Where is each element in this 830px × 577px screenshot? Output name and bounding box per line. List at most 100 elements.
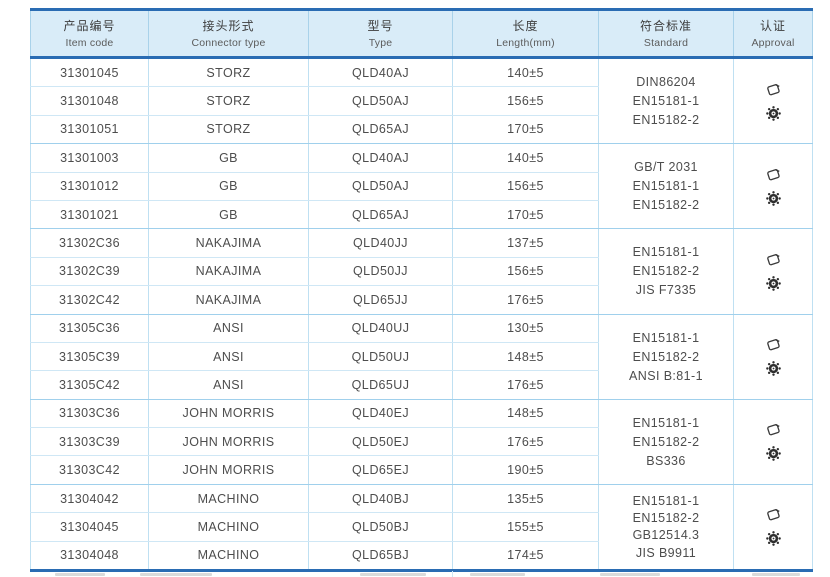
cell-item-code: 31305C42 — [30, 370, 149, 400]
header-en: Connector type — [191, 37, 266, 49]
table-row: 31302C42 NAKAJIMA QLD65JJ 176±5 — [30, 285, 813, 315]
cell-item-code: 31301012 — [30, 172, 149, 201]
wheelmark-seal-icon — [765, 446, 781, 462]
cell-item-code: 31304045 — [30, 512, 149, 542]
header-zh: 产品编号 — [63, 19, 116, 33]
cell-length: 190±5 — [452, 455, 599, 485]
standard-line: EN15182-2 — [632, 198, 700, 213]
cell-connector-type: MACHINO — [148, 512, 309, 542]
header-en: Standard — [643, 37, 689, 49]
col-header-type: 型号 Type — [308, 8, 453, 59]
table-row: 31303C36 JOHN MORRIS QLD40EJ 148±5 EN151… — [30, 399, 813, 485]
cell-type: QLD65BJ — [308, 541, 453, 572]
table-row: 31305C39 ANSI QLD50UJ 148±5 — [30, 342, 813, 372]
cell-length: 170±5 — [452, 115, 599, 145]
standard-line: EN15181-1 — [632, 415, 700, 430]
cell-type: QLD50BJ — [308, 512, 453, 542]
cell-length: 156±5 — [452, 172, 599, 201]
wheelmark-seal-icon — [765, 190, 781, 206]
cropped-row-fragment — [752, 573, 800, 576]
cell-connector-type: STORZ — [148, 115, 309, 145]
standard-line: ANSI B:81-1 — [629, 368, 703, 383]
cell-type: QLD50AJ — [308, 86, 453, 116]
cell-length: 155±5 — [452, 512, 599, 542]
cell-length: 148±5 — [452, 342, 599, 372]
standard-line: EN15182-2 — [632, 113, 700, 128]
header-en: Length(mm) — [496, 37, 555, 49]
cell-type: QLD65AJ — [308, 115, 453, 145]
cell-item-code: 31302C36 — [30, 228, 149, 258]
header-en: Approval — [751, 37, 795, 49]
wheelmark-seal-icon — [765, 276, 781, 291]
cell-length: 140±5 — [452, 57, 599, 88]
cell-item-code: 31301003 — [30, 143, 149, 173]
product-spec-table: 产品编号 Item code 接头形式 Connector type 型号 Ty… — [30, 8, 813, 573]
approval-stamp-icon — [765, 422, 782, 437]
approval-stamp-icon — [765, 507, 782, 522]
approval-stamp-icon — [765, 337, 782, 352]
cell-item-code: 31304048 — [30, 541, 149, 572]
table-row: 31302C39 NAKAJIMA QLD50JJ 156±5 — [30, 257, 813, 287]
cell-length: 176±5 — [452, 370, 599, 400]
cell-approval — [733, 484, 813, 572]
cell-standard: EN15181-1 EN15182-2 JIS F7335 — [598, 228, 734, 315]
cell-connector-type: NAKAJIMA — [148, 257, 309, 287]
cell-connector-type: JOHN MORRIS — [148, 399, 309, 429]
wheelmark-seal-icon — [765, 361, 781, 376]
cropped-row-fragment — [55, 573, 105, 576]
cell-item-code: 31305C36 — [30, 314, 149, 343]
table-row: 31301012 GB QLD50AJ 156±5 — [30, 172, 813, 201]
cropped-row-fragment — [600, 573, 660, 576]
cell-connector-type: STORZ — [148, 57, 309, 88]
cell-item-code: 31303C36 — [30, 399, 149, 429]
cell-standard: GB/T 2031 EN15181-1 EN15182-2 — [598, 143, 734, 230]
cropped-row-fragment — [470, 573, 525, 576]
cell-type: QLD40EJ — [308, 399, 453, 429]
standard-line: BS336 — [646, 453, 686, 468]
cell-connector-type: GB — [148, 172, 309, 201]
cell-length: 176±5 — [452, 285, 599, 315]
standard-line: EN15181-1 — [632, 330, 700, 345]
cell-connector-type: GB — [148, 143, 309, 173]
table-row: 31301045 STORZ QLD40AJ 140±5 DIN86204 EN… — [30, 57, 813, 145]
cell-standard: EN15181-1 EN15182-2 BS336 — [598, 399, 734, 485]
standard-line: DIN86204 — [636, 75, 696, 90]
wheelmark-seal-icon — [765, 105, 781, 121]
table-row: 31304042 MACHINO QLD40BJ 135±5 EN15181-1… — [30, 484, 813, 572]
table-row: 31305C36 ANSI QLD40UJ 130±5 EN15181-1 EN… — [30, 314, 813, 400]
col-header-standard: 符合标准 Standard — [598, 8, 734, 59]
standard-line: EN15181-1 — [632, 179, 700, 194]
cell-item-code: 31301048 — [30, 86, 149, 116]
table-row: 31301048 STORZ QLD50AJ 156±5 — [30, 86, 813, 116]
cell-length: 156±5 — [452, 257, 599, 287]
standard-line: EN15182-2 — [632, 349, 700, 364]
standard-line: EN15181-1 — [632, 94, 700, 109]
cropped-row-fragment — [140, 573, 212, 576]
cell-type: QLD65AJ — [308, 200, 453, 230]
table-row: 31301051 STORZ QLD65AJ 170±5 — [30, 115, 813, 145]
table-row: 31301021 GB QLD65AJ 170±5 — [30, 200, 813, 230]
cell-type: QLD40UJ — [308, 314, 453, 343]
standard-line: EN15182-2 — [632, 434, 700, 449]
cell-item-code: 31302C42 — [30, 285, 149, 315]
cell-type: QLD50AJ — [308, 172, 453, 201]
cell-length: 170±5 — [452, 200, 599, 230]
cell-length: 176±5 — [452, 427, 599, 457]
table-row: 31302C36 NAKAJIMA QLD40JJ 137±5 EN15181-… — [30, 228, 813, 315]
header-zh: 符合标准 — [639, 19, 692, 33]
col-header-connector-type: 接头形式 Connector type — [148, 8, 309, 59]
cell-type: QLD50UJ — [308, 342, 453, 372]
col-header-approval: 认证 Approval — [733, 8, 813, 59]
table-row: 31303C39 JOHN MORRIS QLD50EJ 176±5 — [30, 427, 813, 457]
table-row: 31303C42 JOHN MORRIS QLD65EJ 190±5 — [30, 455, 813, 485]
cell-connector-type: STORZ — [148, 86, 309, 116]
col-header-length: 长度 Length(mm) — [452, 8, 599, 59]
standard-line: EN15181-1 — [632, 493, 700, 508]
standard-line: EN15182-2 — [632, 511, 700, 526]
cropped-row-fragment — [360, 573, 426, 576]
cell-standard: DIN86204 EN15181-1 EN15182-2 — [598, 57, 734, 145]
standard-line: JIS F7335 — [635, 283, 697, 298]
table-row: 31305C42 ANSI QLD65UJ 176±5 — [30, 370, 813, 400]
header-zh: 认证 — [759, 19, 786, 33]
cell-item-code: 31304042 — [30, 484, 149, 514]
